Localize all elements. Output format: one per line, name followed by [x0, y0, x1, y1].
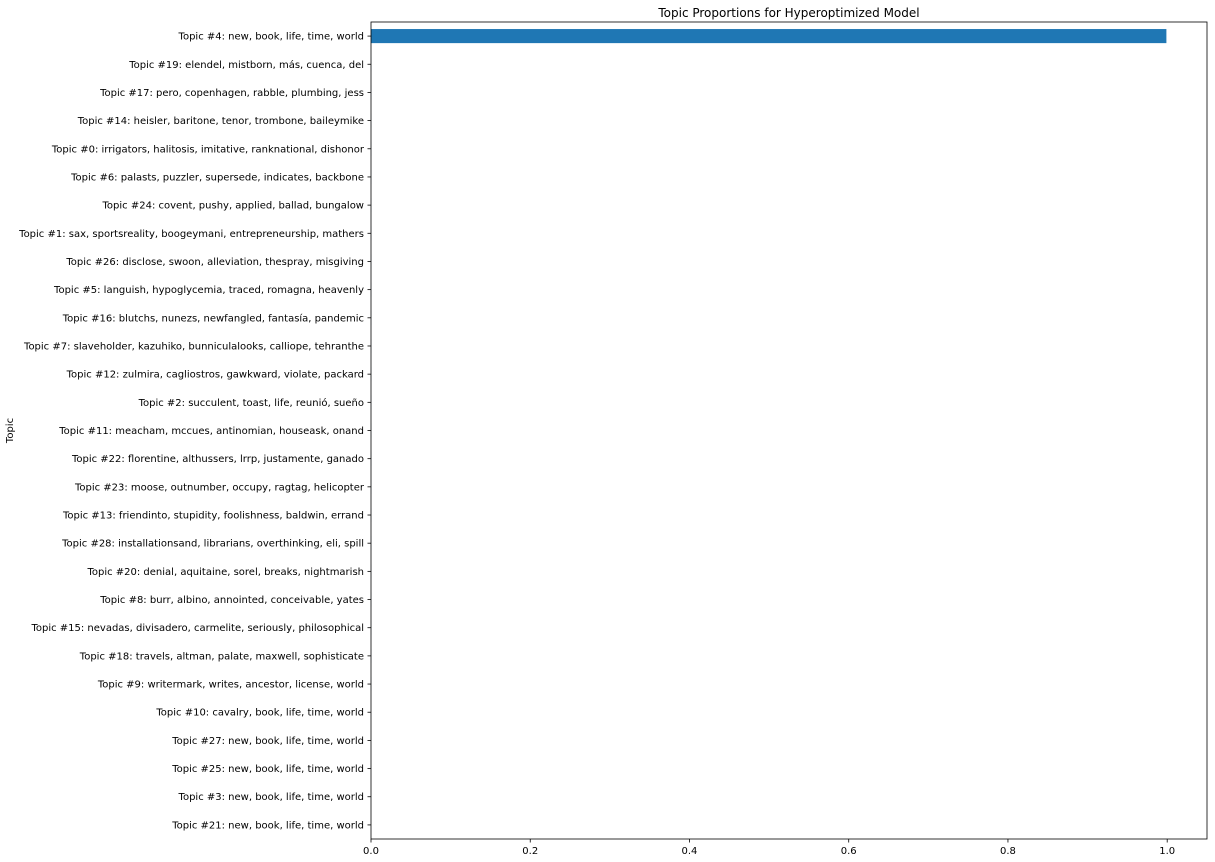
bar — [371, 29, 1167, 44]
y-tick-label: Topic #18: travels, altman, palate, maxw… — [79, 651, 364, 662]
y-tick-label: Topic #27: new, book, life, time, world — [171, 736, 364, 747]
y-tick-label: Topic #11: meacham, mccues, antinomian, … — [58, 426, 364, 437]
y-tick-label: Topic #7: slaveholder, kazuhiko, bunnicu… — [23, 341, 364, 352]
x-tick-label: 0.8 — [1000, 846, 1016, 857]
y-tick-label: Topic #23: moose, outnumber, occupy, rag… — [74, 482, 365, 493]
y-tick-label: Topic #9: writermark, writes, ancestor, … — [97, 680, 364, 691]
x-tick-label: 0.6 — [841, 846, 857, 857]
y-tick-label: Topic #13: friendinto, stupidity, foolis… — [62, 511, 364, 522]
y-tick-label: Topic #2: succulent, toast, life, reunió… — [138, 397, 364, 409]
y-tick-label: Topic #17: pero, copenhagen, rabble, plu… — [99, 88, 364, 99]
y-tick-label: Topic #26: disclose, swoon, alleviation,… — [65, 257, 364, 268]
y-tick-label: Topic #22: florentine, althussers, lrrp,… — [71, 454, 364, 465]
plot-frame — [370, 21, 1208, 840]
y-tick-label: Topic #8: burr, albino, annointed, conce… — [99, 595, 364, 606]
x-tick-label: 0.4 — [682, 846, 698, 857]
y-tick-label: Topic #6: palasts, puzzler, supersede, i… — [70, 172, 364, 183]
x-ticks: 0.0 0.2 0.4 0.6 0.8 1.0 — [363, 839, 1175, 857]
y-tick-label: Topic #4: new, book, life, time, world — [178, 32, 364, 43]
y-tick-labels: Topic #4: new, book, life, time, world To… — [18, 32, 371, 831]
y-tick-label: Topic #5: languish, hypoglycemia, traced… — [53, 285, 364, 296]
y-tick-label: Topic #14: heisler, baritone, tenor, tro… — [77, 116, 364, 127]
x-tick-label: 0.0 — [363, 846, 379, 857]
y-tick-label: Topic #20: denial, aquitaine, sorel, bre… — [86, 567, 364, 578]
y-tick-label: Topic #0: irrigators, halitosis, imitati… — [51, 144, 365, 155]
y-tick-label: Topic #15: nevadas, divisadero, carmelit… — [30, 623, 364, 634]
y-axis-label: Topic — [5, 418, 16, 444]
y-tick-label: Topic #25: new, book, life, time, world — [171, 764, 364, 775]
chart-title: Topic Proportions for Hyperoptimized Mod… — [657, 6, 919, 20]
y-tick-label: Topic #12: zulmira, cagliostros, gawkwar… — [66, 370, 364, 381]
x-tick-label: 1.0 — [1159, 846, 1175, 857]
y-tick-label: Topic #1: sax, sportsreality, boogeymani… — [18, 229, 364, 240]
x-tick-label: 0.2 — [522, 846, 538, 857]
y-tick-label: Topic #28: installationsand, librarians,… — [61, 539, 364, 550]
y-tick-label: Topic #16: blutchs, nunezs, newfangled, … — [62, 312, 364, 324]
y-tick-label: Topic #19: elendel, mistborn, más, cuenc… — [128, 59, 364, 71]
y-tick-label: Topic #21: new, book, life, time, world — [171, 820, 364, 831]
y-tick-label: Topic #24: covent, pushy, applied, balla… — [102, 201, 364, 212]
y-tick-label: Topic #3: new, book, life, time, world — [178, 792, 364, 803]
y-tick-label: Topic #10: cavalry, book, life, time, wo… — [155, 708, 364, 719]
